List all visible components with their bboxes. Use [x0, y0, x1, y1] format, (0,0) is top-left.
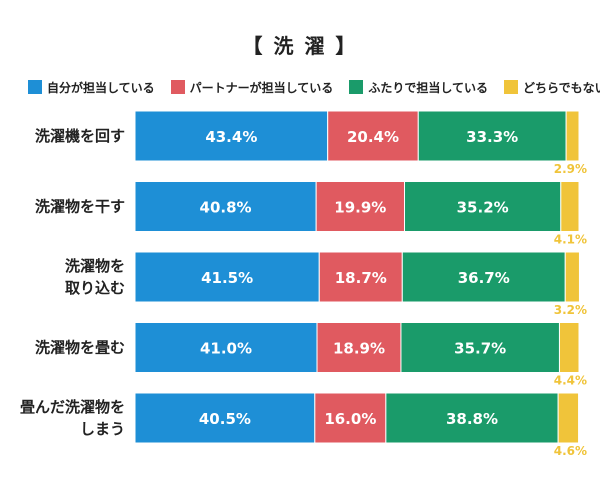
bar-segment: [565, 110, 580, 162]
legend-item: パートナーが担当している: [170, 79, 334, 96]
data-label: 36.7%: [458, 269, 510, 287]
data-label: 18.9%: [333, 340, 385, 358]
legend-label: 自分が担当している: [47, 80, 155, 95]
data-label-outside: 4.1%: [554, 233, 587, 247]
data-label: 43.4%: [205, 128, 257, 146]
data-label-outside: 4.4%: [554, 374, 587, 388]
bar-segment: [134, 181, 317, 232]
legend: 自分が担当している パートナーが担当している ふたりで担当している どちらでもない: [28, 76, 600, 98]
bar-segment: [385, 392, 559, 444]
data-label: 33.3%: [466, 128, 518, 146]
data-label-outside: 4.6%: [554, 444, 587, 458]
data-label-outside: 3.2%: [554, 303, 587, 317]
bar-segment: [404, 181, 562, 232]
data-label: 16.0%: [324, 410, 376, 428]
bar-segment: [134, 322, 318, 373]
category-label: 洗濯物を畳む: [35, 339, 125, 357]
data-label: 35.7%: [454, 340, 506, 358]
legend-label: ふたりで担当している: [368, 80, 488, 95]
legend-label: どちらでもない: [522, 80, 600, 95]
bar-segment: [314, 392, 387, 444]
data-label: 40.8%: [200, 199, 252, 217]
legend-item: どちらでもない: [503, 79, 600, 96]
bar-segment: [316, 322, 402, 373]
data-label: 20.4%: [347, 128, 399, 146]
bar-segment: [318, 251, 403, 303]
bar-segment: [401, 251, 566, 303]
bar-segment: [400, 322, 560, 373]
category-label: 洗濯機を回す: [35, 127, 125, 145]
data-label: 19.9%: [334, 199, 386, 217]
data-label: 40.5%: [199, 410, 251, 428]
data-label: 38.8%: [446, 410, 498, 428]
legend-swatch: [349, 80, 364, 94]
bar-segment: [315, 181, 406, 232]
category-label: 取り込む: [65, 279, 125, 297]
category-label: 畳んだ洗濯物を: [20, 398, 125, 416]
legend-swatch: [28, 80, 42, 94]
bar-segment: [558, 322, 580, 373]
data-label: 18.7%: [335, 269, 387, 287]
bar-segment: [134, 110, 329, 162]
category-label: 洗濯物を干す: [35, 198, 125, 216]
data-label-outside: 2.9%: [554, 162, 587, 176]
legend-swatch: [503, 80, 518, 94]
data-label: 35.2%: [457, 199, 509, 217]
data-label: 41.5%: [201, 269, 253, 287]
bar-segment: [327, 110, 419, 162]
bar-segment: [557, 392, 580, 444]
legend-item: ふたりで担当している: [349, 79, 488, 96]
chart-title: 【 洗 濯 】: [242, 34, 358, 58]
category-label: しまう: [80, 420, 125, 438]
data-label: 41.0%: [200, 340, 252, 358]
bar-segment: [134, 392, 316, 444]
legend-item: 自分が担当している: [28, 79, 155, 96]
legend-swatch: [170, 80, 185, 94]
category-label: 洗濯物を: [65, 257, 125, 275]
legend-label: パートナーが担当している: [189, 80, 334, 95]
bar-segment: [564, 251, 580, 303]
bar-segment: [560, 181, 580, 232]
bar-segment: [417, 110, 567, 162]
